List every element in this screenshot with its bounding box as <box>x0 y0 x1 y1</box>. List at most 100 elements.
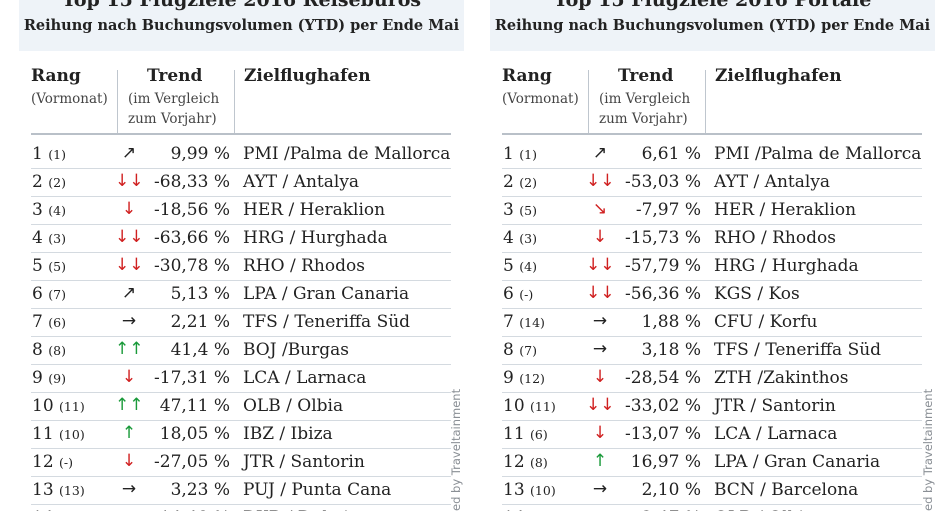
trend-percent: 6,61 % <box>641 144 701 164</box>
column-divider <box>588 70 589 134</box>
trend-arrow-icon: ↓↓ <box>586 283 615 303</box>
table-row: 14 (-) ↗14,48 % DXB / Dubai <box>31 505 451 511</box>
destination-airport: HRG / Hurghada <box>714 256 859 276</box>
rank-cell: 1 (1) <box>32 144 66 164</box>
rank-value: 4 <box>503 228 514 248</box>
previous-rank: (1) <box>519 147 537 162</box>
destination-airport: RHO / Rhodos <box>714 228 836 248</box>
previous-rank: (10) <box>530 483 556 498</box>
table-rows: 1 (1) ↗ 6,61 % PMI /Palma de Mallorca 2 (2) ↓… <box>502 141 922 511</box>
table-row: 4 (3) ↓↓ -63,66 % HRG / Hurghada <box>31 225 451 253</box>
rank-value: 14 <box>32 508 54 511</box>
trend-arrow-icon: → <box>121 311 137 331</box>
rank-cell: 6 (-) <box>503 284 533 304</box>
destination-airport: LPA / Gran Canaria <box>714 452 881 472</box>
trend-percent: -15,73 % <box>625 228 701 248</box>
trend-percent: 14,48 % <box>131 508 230 511</box>
destination-airport: RHO / Rhodos <box>243 256 365 276</box>
destination-airport: AYT / Antalya <box>243 172 360 192</box>
table-row: 7 (14) → 1,88 % CFU / Korfu <box>502 309 922 337</box>
rank-cell: 3 (5) <box>503 200 537 220</box>
trend-percent: 3,18 % <box>641 340 701 360</box>
trend-arrow-icon: → <box>121 479 137 499</box>
trend-arrow-icon: ↗ <box>121 143 137 163</box>
right-table-panel: Top 15 Flugziele 2016 Portale Reihung na… <box>490 0 935 511</box>
header-destination: Zielflughafen <box>715 66 842 86</box>
trend-percent: -27,05 % <box>154 452 230 472</box>
rank-cell: 4 (3) <box>503 228 537 248</box>
destination-airport: OLB / Olbia <box>243 396 344 416</box>
trend-percent: -28,54 % <box>625 368 701 388</box>
destination-airport: OLB / Olbia <box>714 508 814 511</box>
rank-cell: 8 (8) <box>32 340 66 360</box>
trend-percent: -30,78 % <box>154 256 230 276</box>
destination-airport: KGS / Kos <box>714 284 800 304</box>
header-trend-sub1: (im Vergleich <box>128 91 220 107</box>
trend-arrow-icon: → <box>592 311 608 331</box>
destination-airport: TFS / Teneriffa Süd <box>714 340 882 360</box>
table-rows: 1 (1) ↗ 9,99 % PMI /Palma de Mallorca 2 (2) ↓… <box>31 141 451 511</box>
left-table-panel: Top 15 Flugziele 2016 Reisebüros Reihung… <box>19 0 464 511</box>
table-row: 10 (11) ↑↑ 47,11 % OLB / Olbia <box>31 393 451 421</box>
table-row: 2 (2) ↓↓ -53,03 % AYT / Antalya <box>502 169 922 197</box>
table-title: Top 15 Flugziele 2016 Reisebüros <box>61 0 422 11</box>
header-trend: Trend <box>147 66 203 86</box>
previous-rank: (12) <box>519 371 545 386</box>
table-row: 7 (6) → 2,21 % TFS / Teneriffa Süd <box>31 309 451 337</box>
header-rank: Rang <box>31 66 81 86</box>
destination-airport: JTR / Santorin <box>243 452 365 472</box>
rank-cell: 12 (-) <box>32 452 73 472</box>
trend-percent: 47,11 % <box>159 396 230 416</box>
previous-rank: (11) <box>59 399 85 414</box>
destination-airport: HER / Heraklion <box>243 200 386 220</box>
table-row: 6 (7) ↗ 5,13 % LPA / Gran Canaria <box>31 281 451 309</box>
rank-value: 3 <box>503 200 514 220</box>
previous-rank: (13) <box>59 483 85 498</box>
trend-percent: 1,88 % <box>641 312 701 332</box>
rank-cell: 2 (2) <box>32 172 66 192</box>
column-divider <box>117 70 118 134</box>
table-row: 13 (10) → 2,10 % BCN / Barcelona <box>502 477 922 505</box>
previous-rank: (6) <box>48 315 66 330</box>
trend-arrow-icon: ↓ <box>121 367 137 387</box>
destination-airport: HER / Heraklion <box>714 200 857 220</box>
credit-text: ed by Traveltainment <box>449 388 463 511</box>
trend-arrow-icon: ↓↓ <box>115 171 144 191</box>
trend-arrow-icon: → <box>592 479 608 499</box>
previous-rank: (14) <box>519 315 545 330</box>
destination-airport: AYT / Antalya <box>714 172 831 192</box>
destination-airport: BOJ /Burgas <box>243 340 350 360</box>
destination-airport: LPA / Gran Canaria <box>243 284 410 304</box>
trend-percent: -63,66 % <box>154 228 230 248</box>
trend-percent: -53,03 % <box>625 172 701 192</box>
header-trend-sub1: (im Vergleich <box>599 91 691 107</box>
previous-rank: (-) <box>519 287 534 302</box>
table-row: 6 (-) ↓↓ -56,36 % KGS / Kos <box>502 281 922 309</box>
previous-rank: (5) <box>519 203 537 218</box>
trend-percent: -13,07 % <box>625 424 701 444</box>
rank-cell: 12 (8) <box>503 452 548 472</box>
trend-percent: -18,56 % <box>154 200 230 220</box>
rank-value: 10 <box>32 396 54 416</box>
rank-value: 5 <box>32 256 43 276</box>
column-divider <box>234 70 235 134</box>
table-row: 12 (-) ↓ -27,05 % JTR / Santorin <box>31 449 451 477</box>
previous-rank: (7) <box>519 343 537 358</box>
rank-cell: 14 (-) <box>503 508 544 511</box>
table-row: 11 (6) ↓ -13,07 % LCA / Larnaca <box>502 421 922 449</box>
trend-arrow-icon: ↗ <box>121 283 137 303</box>
header-rank-sub: (Vormonat) <box>502 91 579 107</box>
rank-cell: 7 (6) <box>32 312 66 332</box>
rank-value: 8 <box>32 340 43 360</box>
trend-arrow-icon: ↘ <box>592 199 608 219</box>
destination-airport: PMI /Palma de Mallorca <box>714 144 922 164</box>
previous-rank: (-) <box>59 455 74 470</box>
rank-value: 9 <box>32 368 43 388</box>
trend-arrow-icon: ↓↓ <box>586 395 615 415</box>
rank-value: 4 <box>32 228 43 248</box>
destination-airport: PUJ / Punta Cana <box>243 480 392 500</box>
rank-value: 10 <box>503 396 525 416</box>
trend-percent: 2,21 % <box>170 312 230 332</box>
previous-rank: (8) <box>530 455 548 470</box>
rank-cell: 14 (-) <box>32 508 73 511</box>
